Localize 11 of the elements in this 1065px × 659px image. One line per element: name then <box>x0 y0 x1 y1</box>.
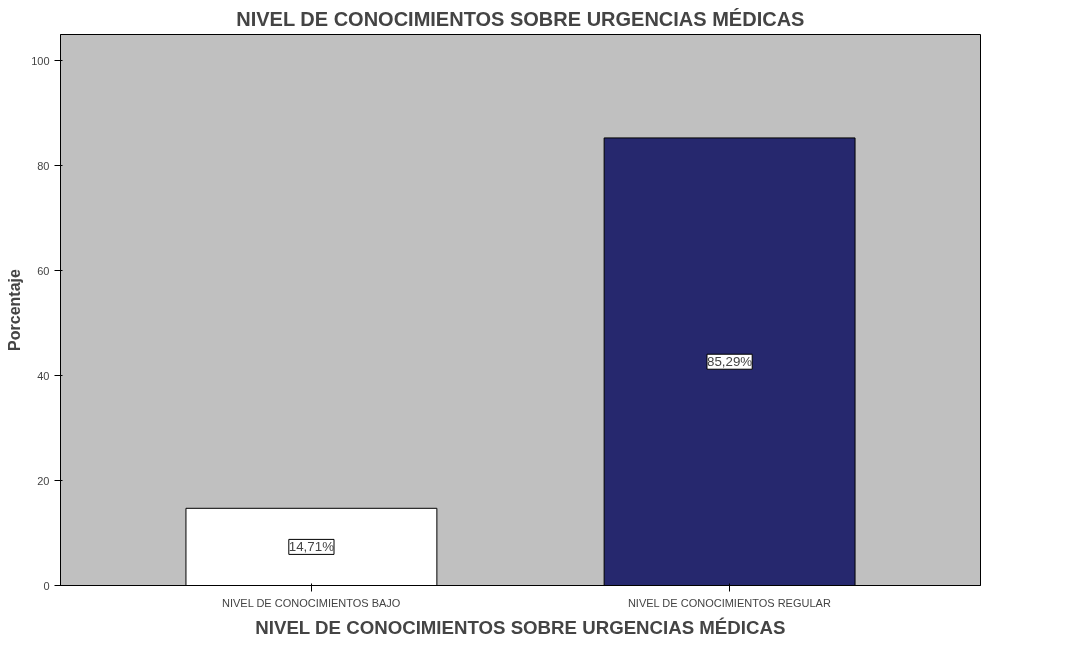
y-tick-label: 20 <box>37 474 50 487</box>
x-tick-label: NIVEL DE CONOCIMIENTOS BAJO <box>221 596 401 609</box>
y-axis-title: Porcentaje <box>6 268 24 351</box>
chart-title: NIVEL DE CONOCIMIENTOS SOBRE URGENCIAS MÉDICAS <box>236 7 805 30</box>
y-tick-label: 0 <box>43 579 50 592</box>
y-tick-label: 100 <box>31 54 50 67</box>
y-tick-label: 80 <box>37 159 50 172</box>
y-tick-label: 60 <box>37 264 50 277</box>
x-tick-label: NIVEL DE CONOCIMIENTOS REGULAR <box>627 596 831 609</box>
x-axis-title: NIVEL DE CONOCIMIENTOS SOBRE URGENCIAS MÉDICAS <box>255 616 786 638</box>
y-tick-label: 40 <box>37 369 50 382</box>
